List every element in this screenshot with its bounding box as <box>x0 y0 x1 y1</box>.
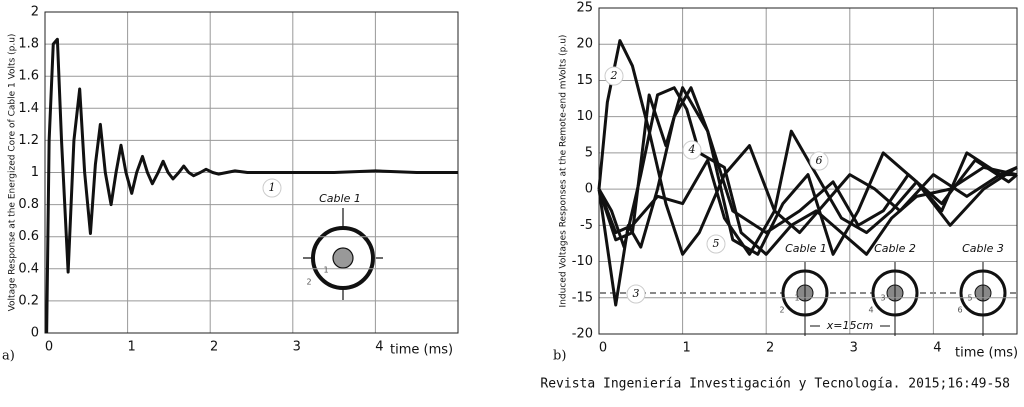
x-tick-label: 0 <box>45 340 53 355</box>
y-tick-label: 1.8 <box>18 37 39 52</box>
y-tick-label: 0.8 <box>18 197 39 212</box>
x-tick-label: 2 <box>210 340 218 355</box>
x-tick-label: 3 <box>293 340 301 355</box>
annotation: 6 <box>957 306 962 315</box>
annotation: 1 <box>269 181 276 194</box>
cable-diagram <box>303 208 1018 336</box>
y-tick-label: 10 <box>576 109 593 124</box>
annotation: 3 <box>633 287 640 300</box>
annotation: 3 <box>880 294 885 303</box>
annotation-marker <box>262 178 282 198</box>
x-tick-label: 1 <box>127 340 135 355</box>
y-axis-label: Voltage Response at the Energized Core o… <box>8 34 18 312</box>
annotation-marker <box>626 284 646 304</box>
plot-frame <box>598 7 1018 335</box>
data-line <box>597 86 1018 307</box>
y-tick-label: 0.2 <box>18 293 39 308</box>
annotation: 2 <box>306 278 311 287</box>
y-tick-label: 2 <box>31 5 39 20</box>
annotation: x=15cm <box>826 319 874 332</box>
data-line <box>597 86 1018 256</box>
y-tick-label: 1 <box>31 165 39 180</box>
x-axis-label: time (ms) <box>955 346 1018 361</box>
y-tick-label: -15 <box>572 290 593 305</box>
annotation: 5 <box>713 237 720 250</box>
annotation: 6 <box>816 154 823 167</box>
y-tick-label: 1.2 <box>18 133 39 148</box>
annotation-marker <box>604 66 624 86</box>
y-tick-label: -20 <box>572 327 593 342</box>
annotation: 1 <box>323 266 328 275</box>
x-tick-label: 2 <box>766 341 774 356</box>
x-axis-label: time (ms) <box>390 343 453 358</box>
y-tick-label: 1.6 <box>18 69 39 84</box>
annotation: 4 <box>868 306 873 315</box>
annotation: 4 <box>688 143 696 156</box>
y-tick-label: 0 <box>585 182 593 197</box>
annotation: 5 <box>967 294 972 303</box>
x-tick-label: 1 <box>682 341 690 356</box>
panel-label: a) <box>2 349 15 364</box>
caption: Revista Ingeniería Investigación y Tecno… <box>540 377 1010 392</box>
annotation: Cable 1 <box>785 242 827 255</box>
annotation-marker <box>809 151 829 171</box>
data-line <box>45 37 458 334</box>
x-tick-label: 4 <box>933 341 941 356</box>
y-axis-label: Induced Voltages Responses at the Remote… <box>559 35 569 308</box>
x-tick-label: 3 <box>850 341 858 356</box>
annotation: 1 <box>794 294 799 303</box>
x-tick-label: 0 <box>599 341 607 356</box>
annotation: 2 <box>779 306 784 315</box>
y-tick-label: 5 <box>585 145 593 160</box>
annotation: Cable 2 <box>874 242 916 255</box>
data-line <box>597 129 1018 256</box>
annotation: Cable 1 <box>319 192 361 205</box>
y-tick-label: 0.4 <box>18 261 39 276</box>
panel-label: b) <box>553 349 566 364</box>
annotation-marker <box>706 234 726 254</box>
annotation-marker <box>682 140 702 160</box>
y-tick-label: 0.6 <box>18 229 39 244</box>
y-tick-label: 1.4 <box>18 101 39 116</box>
data-line <box>597 39 1017 256</box>
y-tick-label: 25 <box>576 1 593 16</box>
y-tick-label: -5 <box>580 218 593 233</box>
annotation: 2 <box>610 69 618 82</box>
y-tick-label: -10 <box>572 254 593 269</box>
y-tick-label: 20 <box>576 37 593 52</box>
y-tick-label: 15 <box>576 73 593 88</box>
x-tick-label: 4 <box>375 340 383 355</box>
y-tick-label: 0 <box>31 326 39 341</box>
annotation: Cable 3 <box>962 242 1004 255</box>
